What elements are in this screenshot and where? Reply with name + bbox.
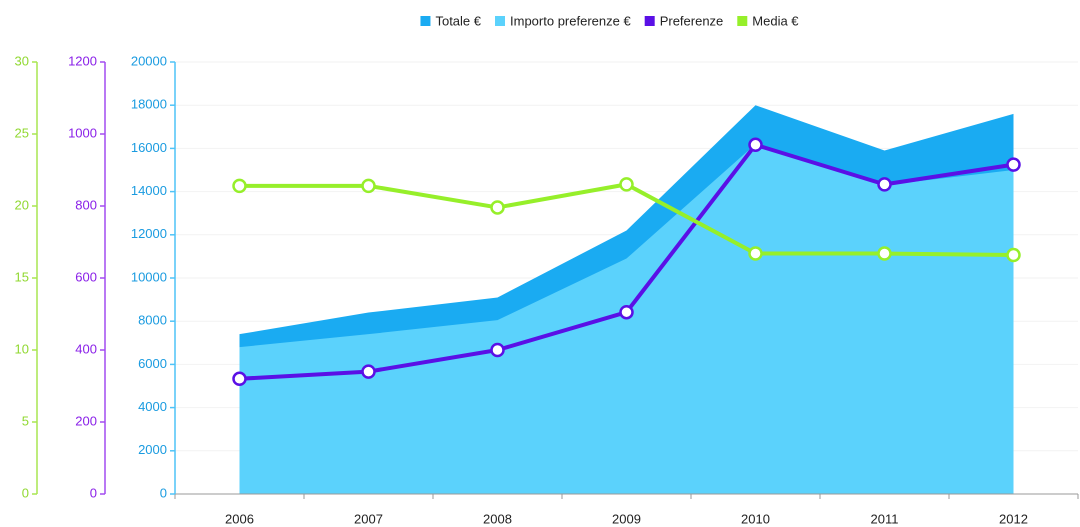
point <box>232 371 247 387</box>
y-tick-label: 8000 <box>138 313 167 328</box>
point <box>877 246 892 261</box>
legend-swatch <box>644 16 655 26</box>
y-tick-label: 10000 <box>131 269 167 284</box>
y-tick-label: 200 <box>75 413 97 428</box>
x-tick-label: 2006 <box>225 511 254 526</box>
y-tick-label: 5 <box>22 413 29 428</box>
legend: Totale € Importo preferenze € Preferenze Me… <box>420 13 799 28</box>
y-tick-label: 0 <box>90 485 97 500</box>
y-tick-label: 20000 <box>131 53 167 68</box>
y-tick-label: 12000 <box>131 226 167 241</box>
legend-label: Preferenze <box>660 13 724 28</box>
point <box>877 177 892 192</box>
y-tick-label: 0 <box>22 485 29 500</box>
y-tick-label: 30 <box>15 53 29 68</box>
y-tick-label: 14000 <box>131 183 167 198</box>
point <box>361 178 376 194</box>
point <box>1006 247 1021 263</box>
y-tick-label: 400 <box>75 341 97 356</box>
point <box>232 178 247 194</box>
point <box>490 200 505 215</box>
x-tick-label: 2007 <box>354 511 383 526</box>
legend-swatch <box>737 16 748 26</box>
x-tick-label: 2008 <box>483 511 512 526</box>
y-tick-label: 0 <box>160 485 167 500</box>
legend-swatch <box>420 16 431 26</box>
x-tick-label: 2010 <box>741 511 770 526</box>
y-tick-label: 18000 <box>131 97 167 112</box>
y-tick-label: 16000 <box>131 140 167 155</box>
point <box>619 304 634 320</box>
y-tick-label: 1000 <box>68 125 97 140</box>
point <box>490 342 505 358</box>
y-tick-label: 800 <box>75 197 97 212</box>
x-tick-label: 2009 <box>612 511 641 526</box>
x-tick-label: 2011 <box>871 511 899 526</box>
y-tick-label: 6000 <box>138 356 167 371</box>
legend-label: Totale € <box>435 13 481 28</box>
point <box>619 177 634 192</box>
point <box>748 246 763 261</box>
y-tick-label: 2000 <box>138 442 167 457</box>
y-tick-label: 4000 <box>138 399 167 414</box>
y-tick-label: 10 <box>15 341 29 356</box>
y-tick-label: 1200 <box>68 53 97 68</box>
y-tick-label: 25 <box>15 125 29 140</box>
legend-label: Importo preferenze € <box>510 13 631 28</box>
point <box>748 137 763 153</box>
x-tick-label: 2012 <box>999 511 1028 526</box>
legend-swatch <box>495 16 506 26</box>
point <box>1006 157 1021 172</box>
y-tick-label: 20 <box>15 197 29 212</box>
y-tick-label: 15 <box>15 269 29 284</box>
point <box>361 364 376 379</box>
y-tick-label: 600 <box>75 269 97 284</box>
legend-label: Media € <box>752 13 799 28</box>
